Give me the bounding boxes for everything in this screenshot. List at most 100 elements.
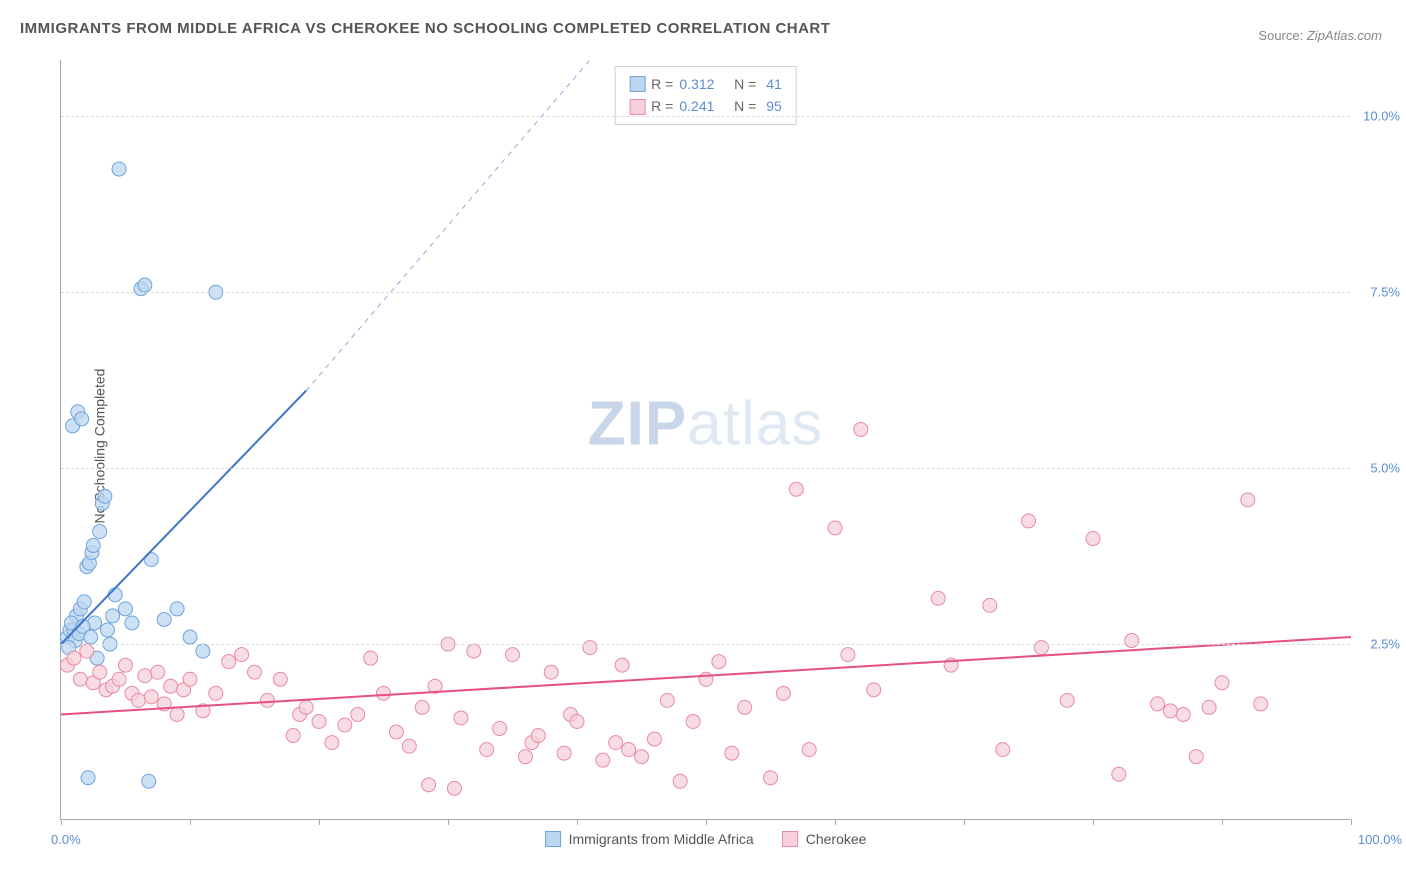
scatter-point — [209, 686, 223, 700]
scatter-point — [828, 521, 842, 535]
scatter-point — [164, 679, 178, 693]
gridline — [61, 292, 1350, 293]
x-tick — [706, 819, 707, 825]
scatter-point — [93, 665, 107, 679]
scatter-point — [1163, 704, 1177, 718]
scatter-point — [596, 753, 610, 767]
scatter-point — [931, 591, 945, 605]
scatter-point — [699, 672, 713, 686]
scatter-point — [1060, 693, 1074, 707]
source-label: Source: — [1258, 28, 1303, 43]
scatter-plot-svg — [61, 60, 1350, 819]
scatter-point — [100, 623, 114, 637]
gridline — [61, 116, 1350, 117]
legend-swatch — [629, 76, 645, 92]
x-tick — [61, 819, 62, 825]
scatter-point — [557, 746, 571, 760]
scatter-point — [615, 658, 629, 672]
scatter-point — [764, 771, 778, 785]
scatter-point — [660, 693, 674, 707]
scatter-point — [467, 644, 481, 658]
scatter-point — [299, 700, 313, 714]
source-attribution: Source: ZipAtlas.com — [1258, 28, 1382, 43]
scatter-point — [996, 743, 1010, 757]
gridline — [61, 644, 1350, 645]
scatter-point — [325, 736, 339, 750]
scatter-point — [260, 693, 274, 707]
scatter-point — [86, 539, 100, 553]
scatter-point — [454, 711, 468, 725]
y-tick-label: 7.5% — [1370, 285, 1400, 300]
legend-label: Cherokee — [806, 831, 867, 847]
scatter-point — [802, 743, 816, 757]
source-value: ZipAtlas.com — [1307, 28, 1382, 43]
scatter-point — [377, 686, 391, 700]
scatter-point — [422, 778, 436, 792]
scatter-point — [1086, 532, 1100, 546]
scatter-point — [151, 665, 165, 679]
scatter-point — [1254, 697, 1268, 711]
scatter-point — [108, 588, 122, 602]
scatter-point — [789, 482, 803, 496]
scatter-point — [686, 714, 700, 728]
scatter-point — [112, 672, 126, 686]
legend-swatch — [782, 831, 798, 847]
scatter-point — [1125, 634, 1139, 648]
scatter-point — [1034, 641, 1048, 655]
scatter-point — [776, 686, 790, 700]
scatter-point — [77, 595, 91, 609]
r-value: 0.312 — [679, 73, 714, 95]
scatter-point — [157, 612, 171, 626]
scatter-point — [142, 774, 156, 788]
scatter-point — [673, 774, 687, 788]
scatter-point — [138, 278, 152, 292]
scatter-point — [1176, 707, 1190, 721]
scatter-point — [222, 655, 236, 669]
scatter-point — [609, 736, 623, 750]
scatter-point — [389, 725, 403, 739]
scatter-point — [854, 422, 868, 436]
r-value: 0.241 — [679, 95, 714, 117]
scatter-point — [131, 693, 145, 707]
r-label: R = — [651, 95, 673, 117]
scatter-point — [235, 648, 249, 662]
scatter-point — [196, 644, 210, 658]
legend-item: Cherokee — [782, 831, 867, 847]
x-tick — [577, 819, 578, 825]
scatter-point — [138, 669, 152, 683]
scatter-point — [84, 630, 98, 644]
scatter-point — [1151, 697, 1165, 711]
y-tick-label: 2.5% — [1370, 637, 1400, 652]
scatter-point — [518, 750, 532, 764]
scatter-point — [248, 665, 262, 679]
n-value: 41 — [762, 73, 781, 95]
scatter-point — [93, 524, 107, 538]
chart-plot-area: ZIPatlas R = 0.312 N = 41 R = 0.241 N = … — [60, 60, 1350, 820]
scatter-point — [183, 630, 197, 644]
scatter-point — [867, 683, 881, 697]
scatter-point — [183, 672, 197, 686]
legend-label: Immigrants from Middle Africa — [569, 831, 754, 847]
n-value: 95 — [762, 95, 781, 117]
chart-title: IMMIGRANTS FROM MIDDLE AFRICA VS CHEROKE… — [20, 20, 830, 37]
series-legend: Immigrants from Middle Africa Cherokee — [545, 831, 867, 847]
scatter-point — [338, 718, 352, 732]
scatter-point — [98, 489, 112, 503]
legend-swatch — [545, 831, 561, 847]
scatter-point — [73, 672, 87, 686]
x-tick — [190, 819, 191, 825]
scatter-point — [493, 722, 507, 736]
scatter-point — [570, 714, 584, 728]
x-tick — [448, 819, 449, 825]
scatter-point — [67, 651, 81, 665]
x-tick-label-min: 0.0% — [51, 832, 81, 847]
scatter-point — [364, 651, 378, 665]
x-tick — [964, 819, 965, 825]
scatter-point — [583, 641, 597, 655]
scatter-point — [983, 598, 997, 612]
scatter-point — [622, 743, 636, 757]
r-label: R = — [651, 73, 673, 95]
scatter-point — [1022, 514, 1036, 528]
scatter-point — [170, 707, 184, 721]
x-tick — [319, 819, 320, 825]
